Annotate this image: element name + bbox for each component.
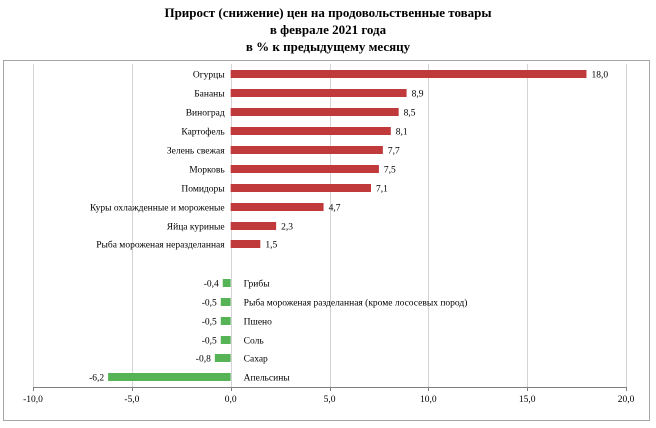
value-label: 8,5 (404, 109, 416, 119)
category-label: Помидоры (181, 185, 225, 195)
value-label: -0,5 (202, 318, 217, 328)
x-tick-label: -10,0 (23, 395, 43, 405)
bar (220, 336, 231, 344)
bar (230, 146, 383, 154)
bar (222, 279, 231, 287)
value-label: 8,1 (396, 128, 408, 138)
bar (230, 203, 324, 211)
value-label: 4,7 (329, 204, 341, 214)
bar (214, 354, 231, 362)
x-tick-label: 20,0 (618, 395, 635, 405)
category-label: Виноград (186, 109, 225, 119)
value-label: 7,5 (384, 166, 396, 176)
x-tick-label: 0,0 (225, 395, 237, 405)
category-label: Морковь (189, 166, 225, 176)
bar (230, 184, 372, 192)
bar (230, 240, 261, 248)
x-tick-label: 5,0 (324, 395, 336, 405)
bar (230, 70, 587, 78)
category-label: Яйца куриные (167, 222, 225, 233)
category-label: Соль (244, 337, 265, 347)
value-label: 7,1 (376, 185, 388, 195)
category-label: Картофель (181, 127, 225, 138)
value-label: -0,4 (204, 280, 219, 290)
bar (220, 298, 231, 306)
x-tick-label: -5,0 (124, 395, 139, 405)
value-label: -0,8 (196, 355, 211, 365)
bar (230, 165, 379, 173)
category-label: Зелень свежая (167, 147, 225, 157)
bar (108, 373, 231, 381)
category-label: Пшено (244, 318, 272, 328)
category-label: Апельсины (244, 374, 291, 384)
category-label: Бананы (194, 90, 225, 100)
x-tick-label: 10,0 (420, 395, 437, 405)
chart-title-line-1: Прирост (снижение) цен на продовольствен… (164, 5, 492, 20)
value-label: -6,2 (89, 374, 104, 384)
chart-title-line-3: в % к предыдущему месяцу (245, 39, 411, 54)
value-label: 1,5 (265, 241, 277, 251)
value-label: 8,9 (412, 90, 424, 100)
value-label: -0,5 (202, 299, 217, 309)
value-label: 18,0 (591, 71, 608, 81)
category-label: Сахар (244, 355, 268, 365)
category-label: Огурцы (193, 71, 225, 81)
bar (220, 317, 231, 325)
chart-frame (3, 60, 650, 421)
x-tick-label: 15,0 (519, 395, 536, 405)
bar (230, 89, 407, 97)
chart-title: Прирост (снижение) цен на продовольствен… (0, 4, 656, 55)
category-label: Рыба мороженая разделанная (кроме лососе… (244, 298, 468, 309)
value-label: 7,7 (388, 147, 400, 157)
chart-title-line-2: в феврале 2021 года (269, 22, 387, 37)
value-label: -0,5 (202, 337, 217, 347)
category-label: Грибы (244, 279, 271, 290)
category-label: Рыба мороженая неразделанная (96, 240, 225, 251)
bar (230, 108, 399, 116)
bar (230, 222, 277, 230)
category-label: Куры охлажденные и мороженые (90, 204, 225, 214)
value-label: 2,3 (281, 223, 293, 233)
bar (230, 127, 391, 135)
